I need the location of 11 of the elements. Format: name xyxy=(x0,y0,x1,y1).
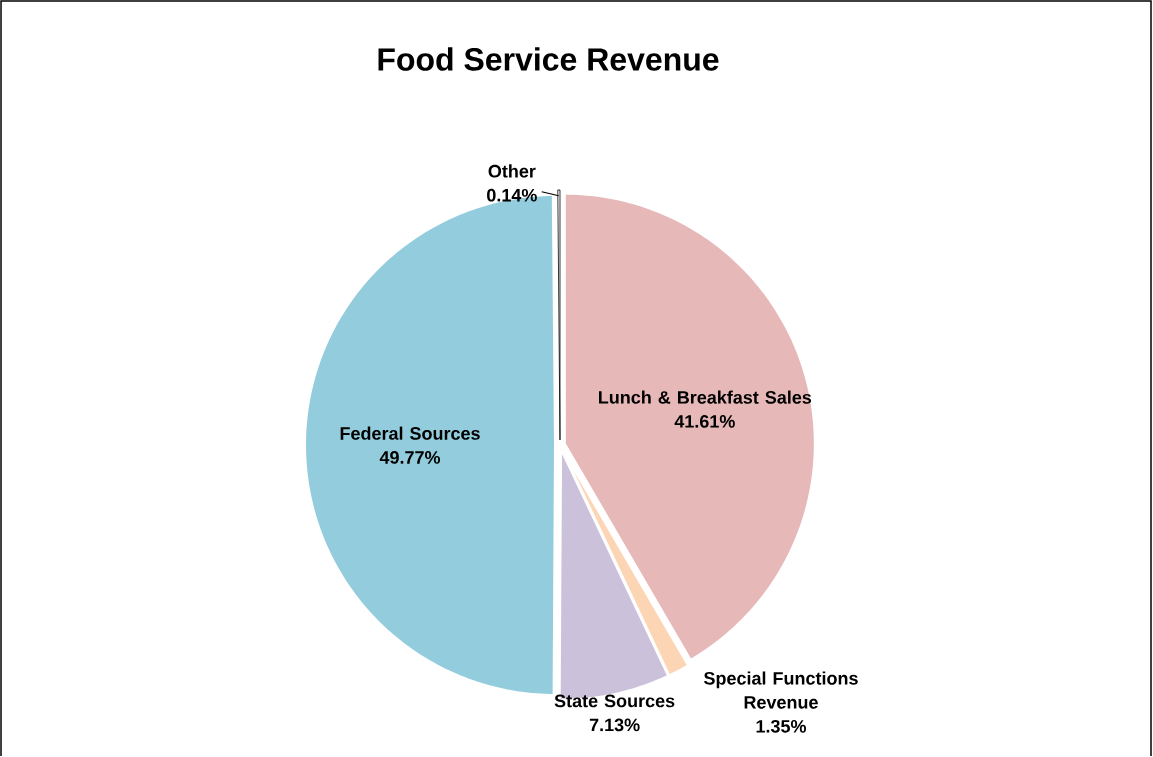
data-label: 1.35% xyxy=(756,720,807,733)
slice-label: Lunch & Breakfast Sales xyxy=(599,390,812,404)
slice-label: State Sources xyxy=(554,694,675,708)
slice-label: Other xyxy=(488,164,536,178)
chart-title: Food Service Revenue xyxy=(378,47,719,71)
slice-label: Special Functions Revenue xyxy=(703,671,858,709)
data-label: 41.61% xyxy=(674,415,735,428)
data-label: 49.77% xyxy=(379,451,441,464)
data-label: 0.14% xyxy=(487,188,537,202)
data-label: 7.13% xyxy=(589,718,640,732)
slice-label: Federal Sources xyxy=(340,426,480,440)
